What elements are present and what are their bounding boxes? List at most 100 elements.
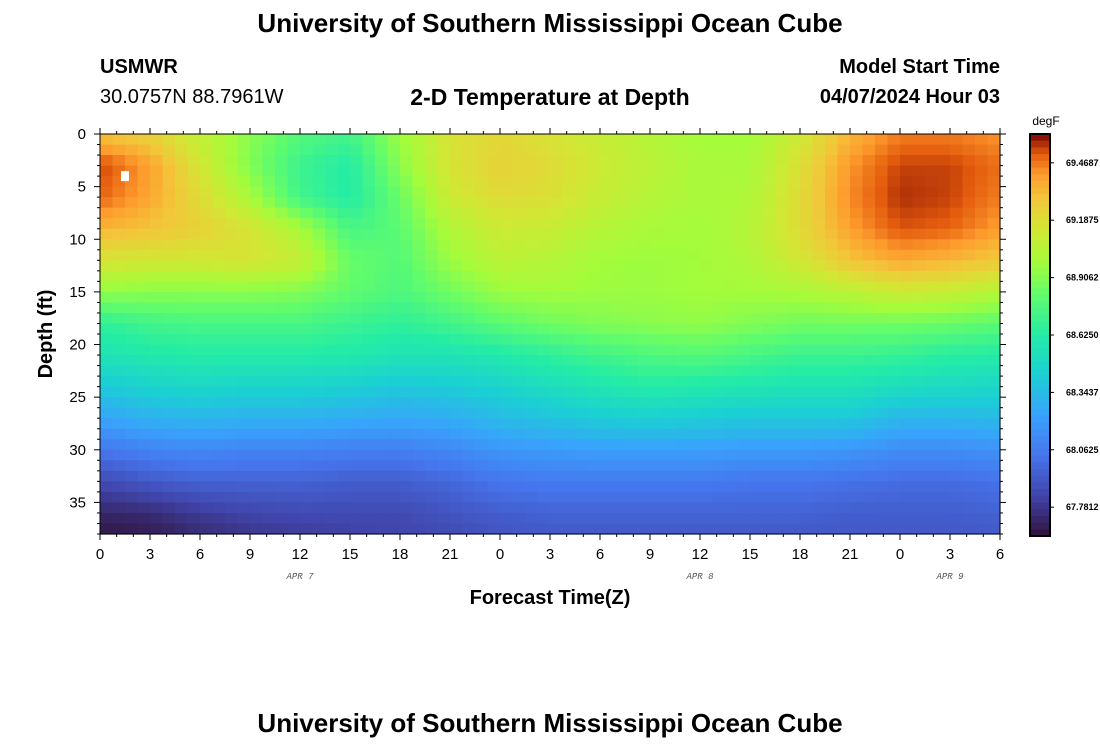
heatmap-cell: [325, 428, 339, 440]
heatmap-cell: [750, 355, 764, 367]
heatmap-cell: [837, 291, 851, 304]
heatmap-cell: [400, 460, 414, 472]
heatmap-cell: [525, 481, 539, 493]
heatmap-cell: [312, 228, 326, 240]
heatmap-cell: [537, 281, 551, 293]
heatmap-cell: [375, 312, 389, 325]
heatmap-cell: [712, 260, 726, 272]
heatmap-cell: [825, 460, 839, 472]
heatmap-cell: [537, 197, 551, 209]
heatmap-cell: [575, 323, 589, 335]
heatmap-cell: [512, 386, 526, 398]
heatmap-cell: [887, 260, 901, 272]
heatmap-cell: [550, 249, 564, 261]
heatmap-cell: [387, 460, 401, 472]
heatmap-cell: [250, 134, 264, 146]
heatmap-cell: [525, 291, 539, 304]
heatmap-cell: [575, 523, 589, 535]
heatmap-cell: [525, 449, 539, 461]
heatmap-cell: [225, 270, 239, 282]
heatmap-cell: [400, 334, 414, 346]
heatmap-cell: [375, 365, 389, 377]
heatmap-cell: [275, 397, 289, 409]
heatmap-cell: [687, 249, 701, 261]
heatmap-cell: [850, 197, 864, 209]
heatmap-cell: [837, 176, 851, 188]
heatmap-cell: [150, 228, 164, 240]
heatmap-cell: [687, 428, 701, 440]
colorbar-segment: [1030, 140, 1050, 148]
heatmap-cell: [337, 134, 351, 146]
heatmap-cell: [362, 176, 376, 188]
heatmap-cell: [325, 249, 339, 261]
heatmap-cell: [400, 291, 414, 304]
heatmap-cell: [537, 218, 551, 230]
heatmap-cell: [850, 365, 864, 377]
heatmap-cell: [412, 207, 426, 219]
heatmap-cell: [387, 397, 401, 409]
heatmap-cell: [775, 344, 789, 356]
heatmap-cell: [150, 449, 164, 461]
heatmap-cell: [275, 512, 289, 525]
heatmap-cell: [200, 312, 214, 325]
heatmap-cell: [325, 134, 339, 146]
heatmap-cell: [500, 281, 514, 293]
heatmap-cell: [275, 491, 289, 504]
heatmap-cell: [512, 228, 526, 240]
heatmap-cell: [412, 365, 426, 377]
heatmap-cell: [737, 491, 751, 504]
heatmap-cell: [800, 312, 814, 325]
heatmap-cell: [112, 312, 126, 325]
heatmap-cell: [962, 228, 976, 240]
heatmap-cell: [362, 134, 376, 146]
heatmap-cell: [975, 239, 989, 251]
heatmap-cell: [900, 197, 914, 209]
heatmap-cell: [150, 470, 164, 482]
heatmap-cell: [212, 407, 226, 419]
heatmap-cell: [650, 491, 664, 504]
heatmap-cell: [212, 155, 226, 167]
heatmap-cell: [250, 491, 264, 504]
heatmap-cell: [500, 176, 514, 188]
heatmap-cell: [362, 523, 376, 535]
heatmap-cell: [512, 176, 526, 188]
heatmap-cell: [925, 512, 939, 525]
heatmap-cell: [612, 470, 626, 482]
heatmap-cell: [800, 186, 814, 198]
heatmap-cell: [387, 176, 401, 188]
heatmap-cell: [450, 523, 464, 535]
heatmap-cell: [637, 291, 651, 304]
heatmap-cell: [562, 470, 576, 482]
heatmap-cell: [787, 165, 801, 177]
heatmap-cell: [675, 470, 689, 482]
heatmap-cell: [575, 228, 589, 240]
heatmap-cell: [950, 365, 964, 377]
heatmap-cell: [612, 239, 626, 251]
heatmap-cell: [112, 323, 126, 335]
heatmap-cell: [337, 449, 351, 461]
heatmap-cell: [750, 176, 764, 188]
heatmap-cell: [575, 470, 589, 482]
heatmap-cell: [350, 291, 364, 304]
heatmap-cell: [225, 312, 239, 325]
heatmap-cell: [775, 460, 789, 472]
heatmap-cell: [937, 407, 951, 419]
heatmap-cell: [162, 312, 176, 325]
heatmap-cell: [700, 502, 714, 514]
heatmap-cell: [287, 260, 301, 272]
heatmap-cell: [750, 491, 764, 504]
heatmap-cell: [925, 281, 939, 293]
heatmap-cell: [225, 470, 239, 482]
heatmap-cell: [812, 470, 826, 482]
heatmap-cell: [337, 418, 351, 430]
heatmap-cell: [225, 449, 239, 461]
heatmap-cell: [350, 460, 364, 472]
heatmap-cell: [987, 397, 1001, 409]
heatmap-cell: [587, 439, 601, 451]
heatmap-cell: [137, 134, 151, 146]
heatmap-cell: [562, 449, 576, 461]
heatmap-cell: [825, 165, 839, 177]
heatmap-cell: [475, 270, 489, 282]
heatmap-cell: [262, 344, 276, 356]
heatmap-cell: [412, 239, 426, 251]
